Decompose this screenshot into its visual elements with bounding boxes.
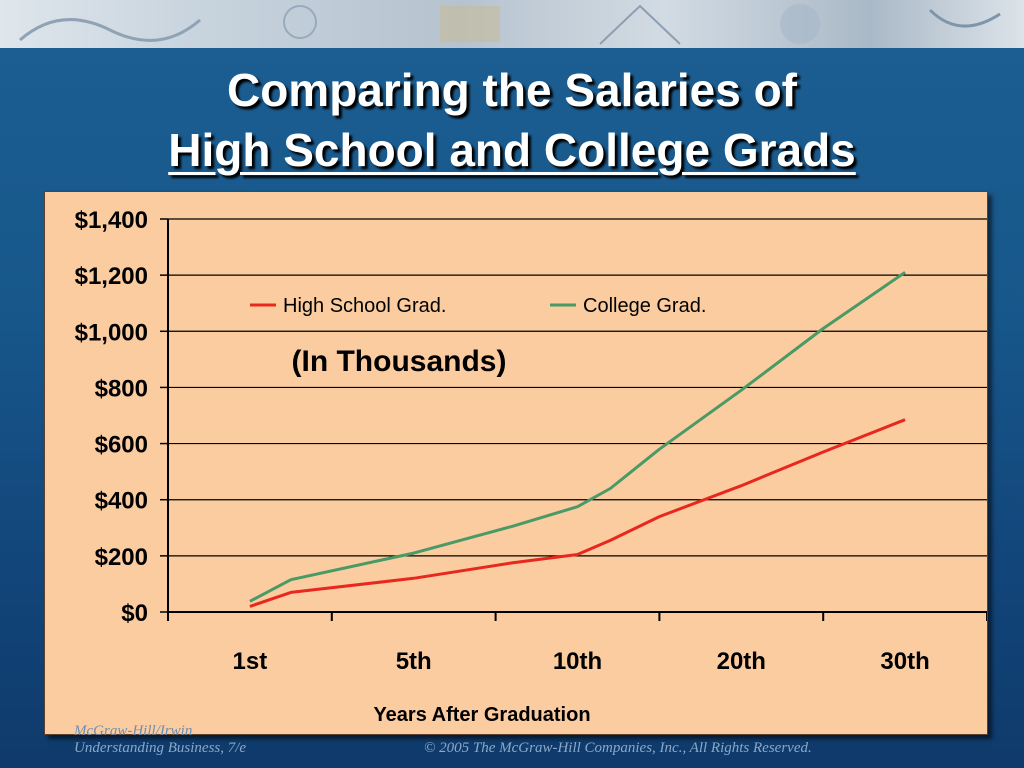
chart-panel: $0 $200 $400 $600 $800 $1,000 $1,200 $1,400 1st 5… (44, 191, 988, 735)
series-line-high-school (249, 418, 906, 608)
salary-line-chart: $0 $200 $400 $600 $800 $1,000 $1,200 $1,400 1st 5… (75, 207, 987, 726)
title-line-2: High School and College Grads (168, 124, 856, 176)
y-tick-label: $200 (95, 544, 148, 571)
decorative-banner (0, 0, 1024, 48)
y-tick-label: $1,400 (75, 207, 148, 234)
y-tick-label: $400 (95, 488, 148, 515)
y-tick-label: $600 (95, 432, 148, 459)
x-tick-label: 20th (717, 648, 766, 675)
x-tick-label: 10th (553, 648, 602, 675)
y-tick-label: $1,200 (75, 263, 148, 290)
y-tick-label: $1,000 (75, 319, 148, 346)
title-line-1: Comparing the Salaries of (226, 64, 797, 116)
y-tick-label: $800 (95, 375, 148, 402)
series-line-college (249, 271, 906, 603)
x-tick-label: 5th (396, 648, 432, 675)
x-tick-label: 1st (233, 648, 268, 675)
chart-annotation: (In Thousands) (292, 345, 507, 378)
legend-entry: High School Grad. (283, 295, 446, 317)
banner-art-icon (19, 4, 1001, 45)
x-axis-label: Years After Graduation (373, 704, 590, 726)
publisher-label: McGraw-Hill/Irwin (74, 723, 193, 739)
y-tick-label: $0 (121, 600, 148, 627)
book-title-label: Understanding Business, 7/e (74, 740, 247, 756)
x-tick-label: 30th (880, 648, 929, 675)
copyright-label: © 2005 The McGraw-Hill Companies, Inc., … (424, 740, 812, 756)
legend-entry: College Grad. (583, 295, 706, 317)
slide-title: Comparing the Salaries of High School an… (0, 60, 1024, 180)
